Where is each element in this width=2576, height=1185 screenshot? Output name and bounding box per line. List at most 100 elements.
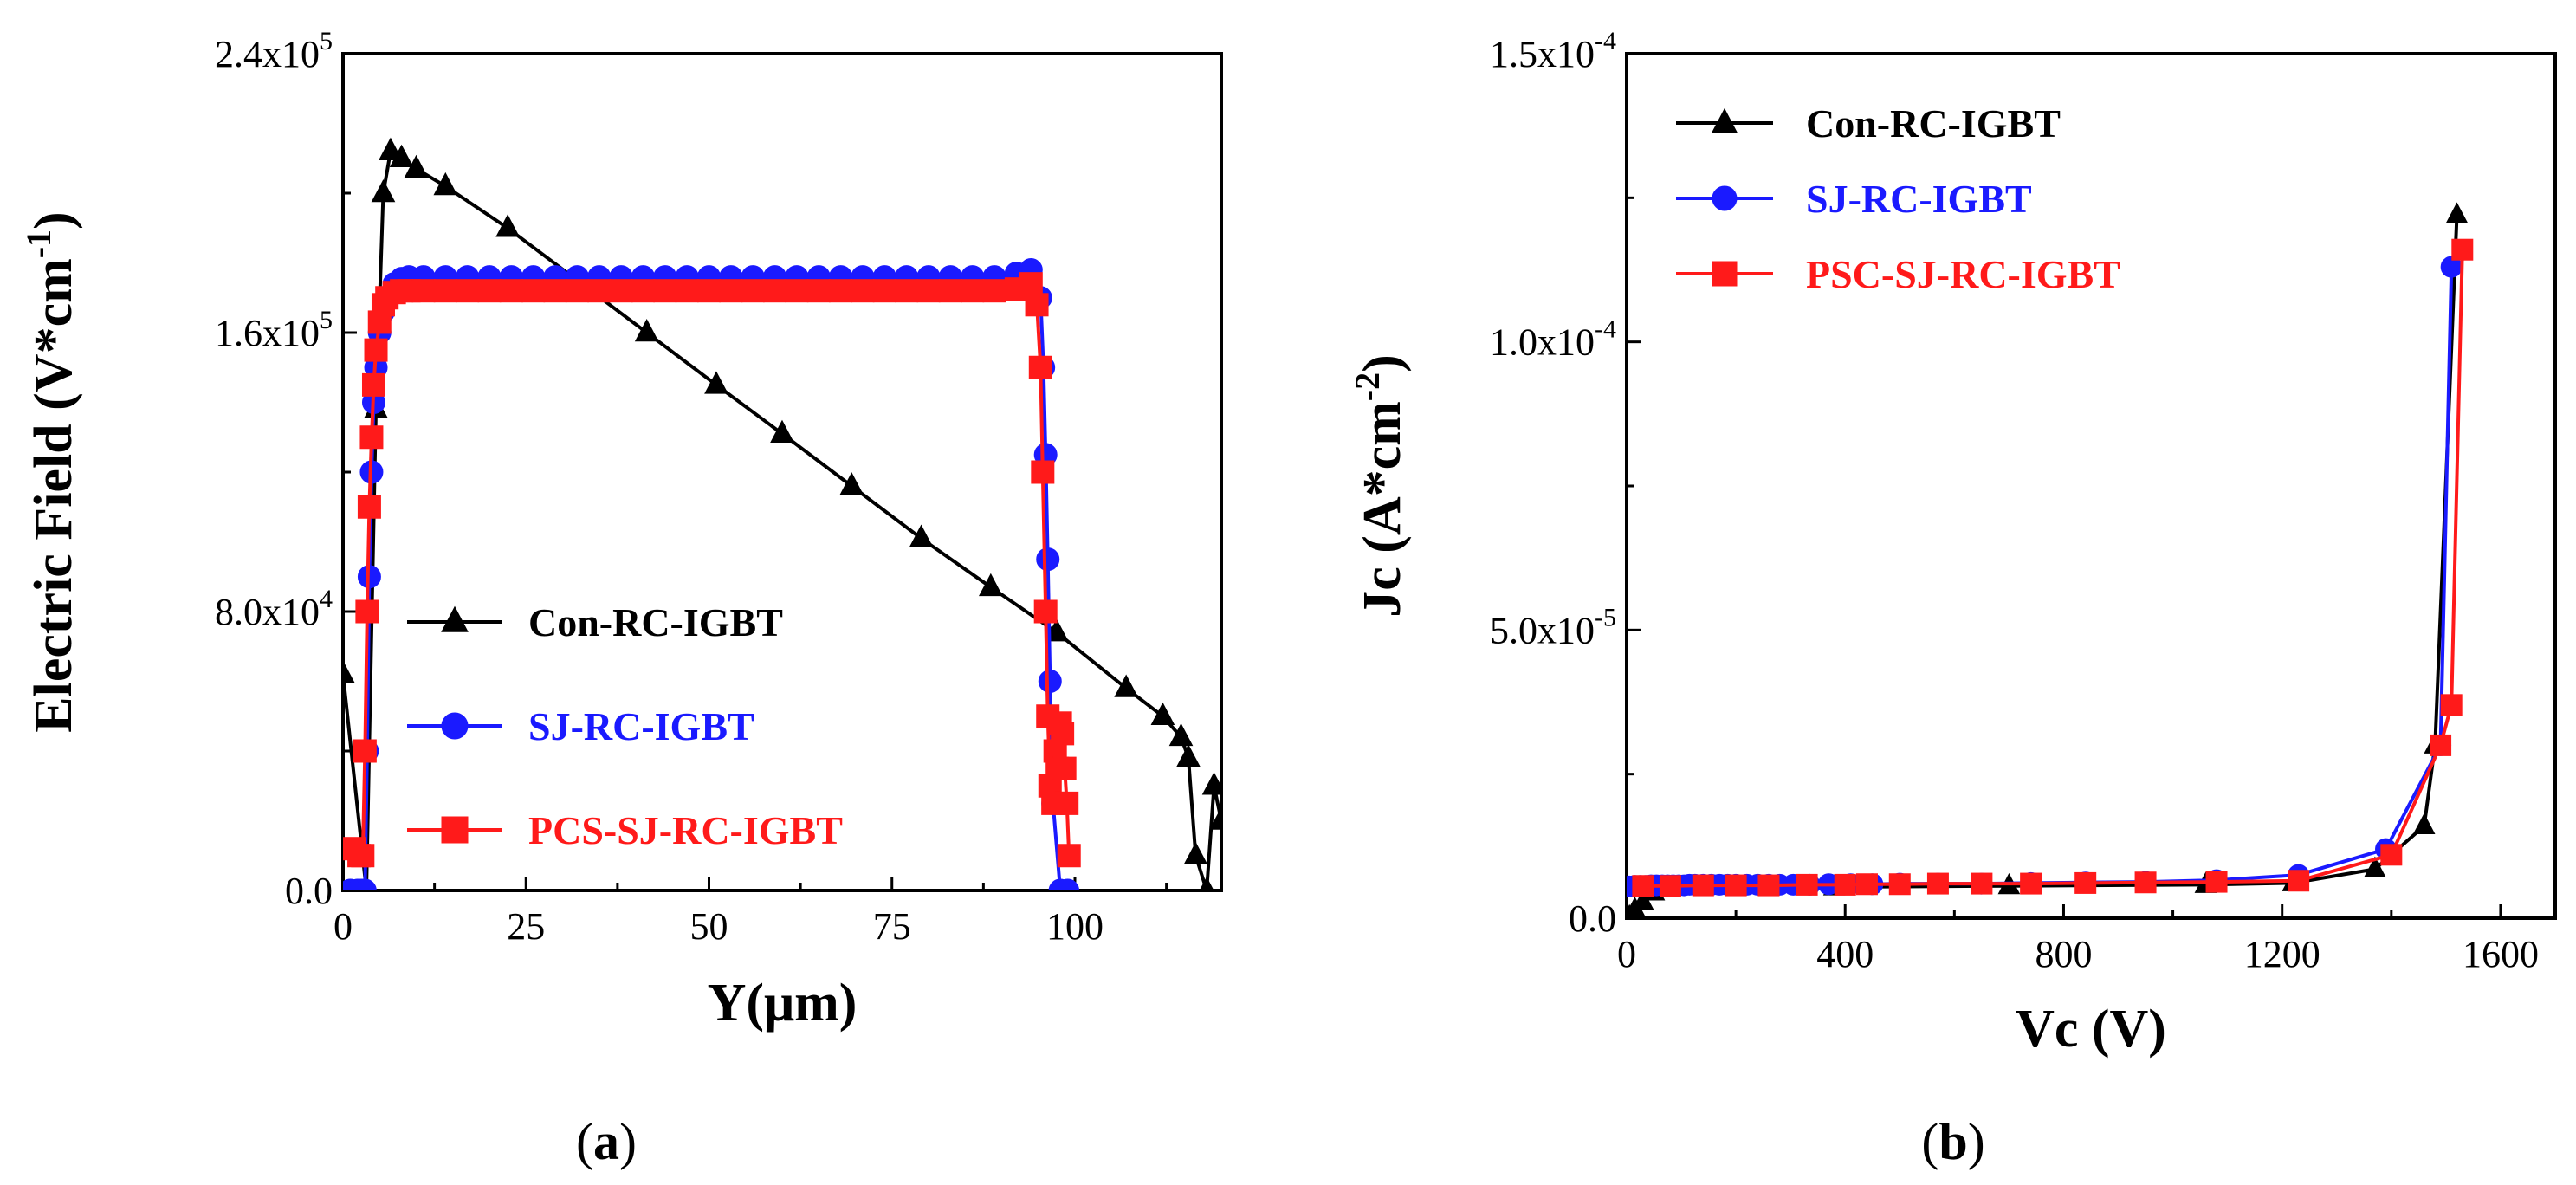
x-tick-label: 800 xyxy=(2035,933,2092,975)
y-tick-base: 2.4x10 xyxy=(215,33,320,75)
y-axis-title-main: Electric Field (V*cm xyxy=(24,258,83,732)
data-point xyxy=(587,279,612,303)
x-tick-label: 0 xyxy=(1617,933,1636,975)
data-point xyxy=(839,472,864,495)
panel-label-open: ( xyxy=(576,1113,593,1170)
y-axis-title-close: ) xyxy=(1353,354,1412,372)
chart-panel-b: 0 400 800 1200 16000.05.0x10-51.0x10-41.5x10… xyxy=(1348,27,2557,1170)
legend-label: PSC-SJ-RC-IGBT xyxy=(1806,252,2120,296)
data-point xyxy=(829,279,853,303)
data-point xyxy=(1045,618,1069,642)
data-point xyxy=(770,419,794,443)
data-point xyxy=(1855,873,1878,896)
data-point xyxy=(1183,841,1208,864)
x-tick-label: 1600 xyxy=(2463,933,2539,975)
y-tick-exponent: 4 xyxy=(320,585,333,613)
x-tick-label: 75 xyxy=(873,905,911,948)
legend-label: Con-RC-IGBT xyxy=(1806,101,2061,146)
x-axis-title: Y(μm) xyxy=(708,974,858,1033)
y-tick-label: 1.5x10-4 xyxy=(1490,27,1616,75)
y-tick-label: 2.4x105 xyxy=(215,27,333,75)
data-point xyxy=(1796,873,1818,896)
data-point xyxy=(353,878,377,890)
series-SJ-RC-IGBT xyxy=(1627,256,2463,897)
data-point xyxy=(2074,871,2097,894)
y-tick-base: 1.6x10 xyxy=(215,312,320,354)
data-point xyxy=(361,372,385,397)
series-line xyxy=(1628,215,2459,918)
data-point xyxy=(2451,238,2474,261)
data-point xyxy=(1051,722,1075,746)
data-point xyxy=(916,279,941,303)
data-point xyxy=(741,279,765,303)
data-point xyxy=(343,660,355,683)
y-tick-exponent: -5 xyxy=(1595,603,1616,631)
legend: Con-RC-IGBT SJ-RC-IGBT PCS-SJ-RC-IGBT xyxy=(407,600,843,852)
y-tick-exponent: 5 xyxy=(320,306,333,334)
data-point xyxy=(359,425,384,450)
panel-label-letter: b xyxy=(1938,1113,1967,1170)
data-point xyxy=(1052,756,1077,780)
series-SJ-RC-IGBT xyxy=(343,258,1080,890)
data-point xyxy=(565,279,589,303)
data-point xyxy=(785,279,809,303)
panel-label-letter: a xyxy=(593,1113,619,1170)
data-point xyxy=(1888,873,1911,896)
data-point xyxy=(938,279,962,303)
data-point xyxy=(631,279,655,303)
legend-marker xyxy=(1712,107,1738,133)
y-tick-base: 0.0 xyxy=(285,870,333,912)
series-Con-RC-IGBT xyxy=(343,137,1221,890)
data-point xyxy=(357,495,381,519)
data-point xyxy=(1659,875,1681,897)
legend-marker xyxy=(441,816,469,844)
data-point xyxy=(982,279,1006,303)
data-point xyxy=(404,154,429,178)
legend: Con-RC-IGBT SJ-RC-IGBT PSC-SJ-RC-IGBT xyxy=(1676,101,2120,296)
y-tick-label: 0.0 xyxy=(285,870,333,912)
legend-marker xyxy=(441,605,469,632)
data-point xyxy=(1056,878,1080,890)
data-point xyxy=(379,137,403,160)
y-tick-base: 0.0 xyxy=(1569,897,1616,940)
y-tick-base: 5.0x10 xyxy=(1490,609,1595,651)
data-point xyxy=(2430,734,2452,756)
y-axis-title-close: ) xyxy=(24,211,83,230)
y-tick-base: 1.5x10 xyxy=(1490,33,1595,75)
data-point xyxy=(1971,872,1993,895)
y-tick-label: 1.6x105 xyxy=(215,306,333,354)
data-point xyxy=(1757,874,1780,897)
data-point xyxy=(895,279,919,303)
data-point xyxy=(364,338,388,362)
series-Con-RC-IGBT xyxy=(1627,202,2469,918)
data-point xyxy=(1209,806,1221,830)
data-point xyxy=(1036,547,1060,572)
data-point xyxy=(1019,272,1043,296)
y-tick-label: 5.0x10-5 xyxy=(1490,603,1616,651)
data-point xyxy=(1926,872,1949,895)
x-tick-label: 25 xyxy=(507,905,545,948)
data-point xyxy=(411,279,436,303)
data-point xyxy=(1025,293,1049,317)
panel-label-open: ( xyxy=(1921,1113,1938,1170)
data-point xyxy=(978,573,1003,597)
x-tick-label: 0 xyxy=(333,905,353,948)
data-point xyxy=(1632,875,1654,897)
data-point xyxy=(697,279,721,303)
legend-label: PCS-SJ-RC-IGBT xyxy=(528,808,843,852)
plot-frame xyxy=(1625,52,2557,920)
data-point xyxy=(1028,355,1052,379)
data-point xyxy=(2205,871,2228,893)
panel-label: (a) xyxy=(576,1113,637,1170)
y-tick-base: 8.0x10 xyxy=(215,591,320,633)
series-line xyxy=(1642,249,2464,888)
series-PCS-SJ-RC-IGBT xyxy=(343,272,1081,868)
data-point xyxy=(1055,791,1079,815)
y-tick-exponent: 5 xyxy=(320,27,333,55)
data-point xyxy=(1692,874,1714,897)
data-point xyxy=(1114,674,1138,697)
legend-marker xyxy=(441,712,469,740)
plot-frame xyxy=(341,52,1223,892)
data-point xyxy=(851,279,875,303)
